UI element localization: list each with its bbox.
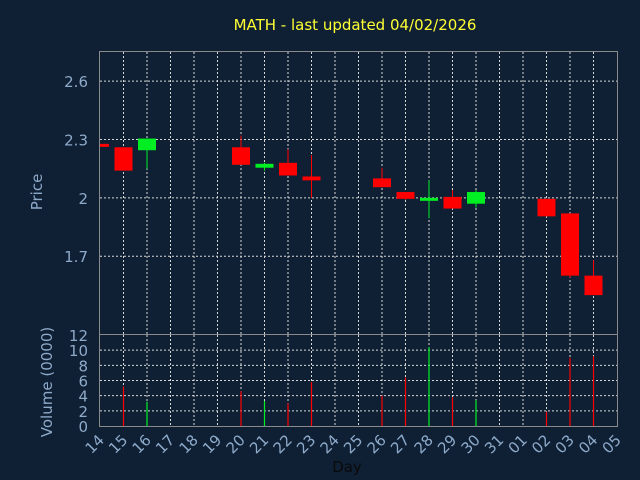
volume-y-tick-label: 2 bbox=[78, 403, 88, 421]
x-tick-label: 17 bbox=[152, 431, 178, 457]
price-y-tick-label: 2.3 bbox=[64, 132, 88, 150]
x-tick-label: 20 bbox=[223, 431, 249, 457]
x-tick-label: 24 bbox=[317, 431, 343, 457]
candle-body bbox=[396, 192, 415, 199]
price-grid bbox=[100, 52, 617, 334]
price-y-tick-label: 1.7 bbox=[64, 248, 88, 266]
price-panel: 2.6 2.3 2 1.7 Price bbox=[28, 51, 618, 335]
x-tick-label: 27 bbox=[387, 431, 413, 457]
candle-body bbox=[279, 162, 297, 176]
x-axis-label: Day bbox=[332, 458, 362, 476]
x-tick-label: 26 bbox=[364, 431, 390, 457]
candle-body bbox=[443, 196, 462, 209]
candle bbox=[114, 147, 133, 171]
candle-body bbox=[302, 176, 321, 181]
candle bbox=[467, 190, 485, 208]
candle bbox=[537, 198, 556, 217]
x-ticks: 1415161718192021222324252627282930310102… bbox=[82, 431, 625, 457]
price-y-tick-label: 2 bbox=[78, 190, 88, 208]
x-tick-label: 02 bbox=[528, 431, 554, 457]
candle-body bbox=[255, 163, 274, 168]
price-y-tick-label: 2.6 bbox=[64, 73, 88, 91]
x-tick-label: 23 bbox=[293, 431, 319, 457]
price-y-ticks: 2.6 2.3 2 1.7 bbox=[64, 73, 88, 266]
chart-title: MATH - last updated 04/02/2026 bbox=[234, 16, 477, 34]
volume-y-tick-label: 0 bbox=[78, 418, 88, 436]
candle bbox=[302, 155, 321, 198]
candle-body bbox=[232, 147, 250, 165]
candle bbox=[561, 213, 579, 278]
x-tick-label: 01 bbox=[505, 431, 531, 457]
volume-y-tick-label: 12 bbox=[69, 327, 88, 345]
volume-y-tick-label: 10 bbox=[69, 342, 88, 360]
candle-body bbox=[100, 143, 109, 147]
volume-grid bbox=[100, 335, 617, 426]
x-tick-label: 30 bbox=[458, 431, 484, 457]
candle bbox=[396, 192, 415, 200]
candle bbox=[584, 260, 603, 296]
x-tick-label: 04 bbox=[575, 431, 601, 457]
x-tick-label: 31 bbox=[481, 431, 507, 457]
candle bbox=[138, 138, 156, 169]
candle-body bbox=[561, 213, 579, 276]
candle-body bbox=[373, 178, 391, 188]
candle-body bbox=[114, 147, 133, 171]
candle bbox=[255, 162, 274, 171]
x-tick-label: 15 bbox=[105, 431, 131, 457]
price-axis-label: Price bbox=[28, 174, 46, 211]
candle bbox=[420, 180, 438, 219]
x-tick-label: 21 bbox=[246, 431, 272, 457]
x-tick-label: 19 bbox=[199, 431, 225, 457]
volume-y-tick-label: 4 bbox=[78, 388, 88, 406]
x-tick-label: 25 bbox=[340, 431, 366, 457]
x-tick-label: 16 bbox=[129, 431, 155, 457]
x-tick-label: 22 bbox=[270, 431, 296, 457]
x-tick-label: 18 bbox=[176, 431, 202, 457]
candle-body bbox=[467, 192, 485, 204]
candle bbox=[99, 143, 109, 147]
x-tick-label: 05 bbox=[599, 431, 625, 457]
volume-bars bbox=[122, 347, 595, 426]
volume-y-tick-label: 8 bbox=[78, 357, 88, 375]
candle bbox=[232, 135, 250, 165]
x-tick-label: 29 bbox=[434, 431, 460, 457]
candle bbox=[443, 190, 462, 209]
candle-body bbox=[537, 198, 556, 217]
x-tick-label: 28 bbox=[411, 431, 437, 457]
candle-body bbox=[420, 197, 438, 201]
candle bbox=[373, 167, 391, 188]
volume-axis-label: Volume (0000) bbox=[38, 327, 56, 437]
candles bbox=[99, 135, 603, 296]
x-tick-label: 03 bbox=[552, 431, 578, 457]
volume-y-tick-label: 6 bbox=[78, 373, 88, 391]
candle bbox=[279, 149, 297, 176]
candle-body bbox=[138, 138, 156, 151]
volume-panel-frame bbox=[99, 334, 618, 427]
candle-body bbox=[584, 275, 603, 296]
